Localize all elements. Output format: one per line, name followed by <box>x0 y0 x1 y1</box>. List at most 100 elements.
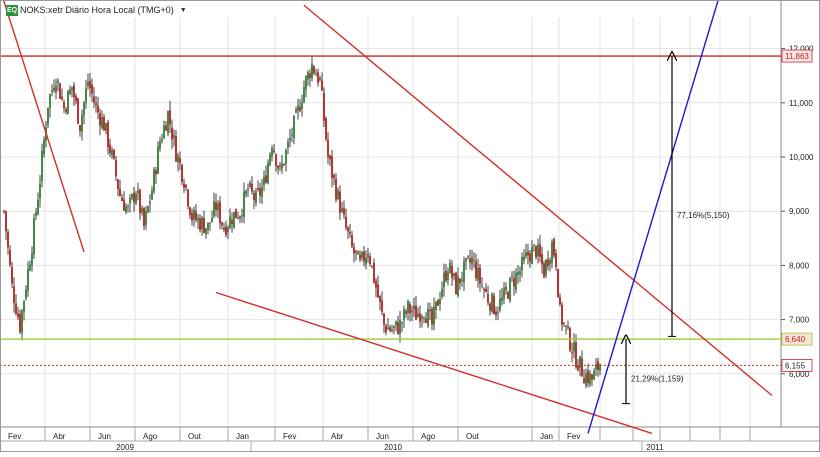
candle-body <box>223 227 225 230</box>
candle-body <box>503 288 505 299</box>
candle-body <box>199 218 201 231</box>
candle-body <box>171 127 173 140</box>
candle-body <box>195 211 197 221</box>
candle-body <box>179 157 181 164</box>
candle-body <box>535 246 537 258</box>
candle-body <box>11 267 13 284</box>
candle-body <box>489 303 491 311</box>
candle-body <box>119 188 121 196</box>
candle-body <box>15 303 17 314</box>
candle-body <box>227 227 229 233</box>
candle-body <box>447 272 449 281</box>
candle-body <box>147 206 149 213</box>
candle-body <box>255 191 257 204</box>
candle-body <box>347 227 349 232</box>
candle-body <box>309 73 311 79</box>
candle-body <box>471 257 473 265</box>
candle-body <box>115 159 117 177</box>
candle-body <box>445 271 447 281</box>
candle-body <box>67 91 69 115</box>
candle-body <box>261 186 263 197</box>
candle-body <box>123 199 125 211</box>
chevron-down-icon[interactable]: ▼ <box>179 6 187 14</box>
candle-body <box>3 210 5 212</box>
candle-body <box>271 147 273 157</box>
y-tick-label: 10,000 <box>789 153 814 162</box>
candle-body <box>159 141 161 149</box>
candle-body <box>373 262 375 283</box>
candle-body <box>63 102 65 109</box>
candle-body <box>197 218 199 221</box>
candle-body <box>431 308 433 325</box>
candle-body <box>407 300 409 313</box>
chart-header[interactable]: EQ NOKS:xetr Diário Hora Local (TMG+0) ▼ <box>6 2 187 18</box>
candle-body <box>181 164 183 182</box>
candle-body <box>275 154 277 166</box>
candle-body <box>429 309 431 312</box>
candle-body <box>567 326 569 329</box>
candle-body <box>121 197 123 201</box>
candle-body <box>51 90 53 92</box>
candle-body <box>379 295 381 302</box>
year-label: 2010 <box>384 443 402 452</box>
candle-body <box>335 178 337 200</box>
candle-body <box>231 219 233 225</box>
candle-body <box>485 288 487 292</box>
candle-body <box>299 106 301 112</box>
candle-body <box>595 364 597 370</box>
candle-body <box>209 222 211 224</box>
candle-body <box>155 170 157 175</box>
candle-body <box>391 329 393 331</box>
candle-body <box>117 179 119 189</box>
candle-body <box>505 286 507 290</box>
candle-body <box>37 199 39 215</box>
candle-body <box>529 253 531 262</box>
candle-body <box>499 299 501 311</box>
candle-body <box>95 103 97 106</box>
candle-body <box>357 251 359 255</box>
y-tick-label: 11,000 <box>789 99 813 108</box>
candle-body <box>571 351 573 354</box>
candle-body <box>145 211 147 225</box>
candle-body <box>161 139 163 142</box>
candle-body <box>443 272 445 288</box>
x-tick-label: Jun <box>98 432 111 441</box>
candle-body <box>573 342 575 352</box>
candle-body <box>87 81 89 86</box>
candle-body <box>187 189 189 207</box>
candle-body <box>153 169 155 192</box>
y-tick-label: 6,000 <box>789 370 810 379</box>
candle-body <box>85 88 87 103</box>
candle-body <box>71 86 73 90</box>
candle-body <box>107 122 109 148</box>
y-tick-label: 9,000 <box>789 207 810 216</box>
candle-body <box>125 206 127 213</box>
candle-body <box>225 226 227 235</box>
candle-body <box>541 253 543 265</box>
candle-body <box>389 327 391 331</box>
candle-body <box>435 301 437 310</box>
candle-body <box>27 268 29 291</box>
candle-body <box>13 286 15 304</box>
candle-body <box>149 201 151 204</box>
level-label: 11,863 <box>785 52 809 61</box>
candle-body <box>557 269 559 298</box>
candle-body <box>525 252 527 257</box>
candle-body <box>469 258 471 263</box>
candle-body <box>521 257 523 271</box>
x-tick-label: Fev <box>8 432 21 441</box>
candle-body <box>337 190 339 199</box>
candle-body <box>281 163 283 169</box>
candle-body <box>29 264 31 271</box>
candle-body <box>519 271 521 275</box>
candle-body <box>501 297 503 301</box>
candle-body <box>481 285 483 287</box>
trendline <box>215 291 653 435</box>
y-tick-label: 12,000 <box>789 45 814 54</box>
candle-body <box>83 102 85 116</box>
x-tick-label: Jan <box>540 432 553 441</box>
candle-body <box>463 261 465 283</box>
candle-body <box>253 192 255 200</box>
candle-body <box>349 232 351 234</box>
